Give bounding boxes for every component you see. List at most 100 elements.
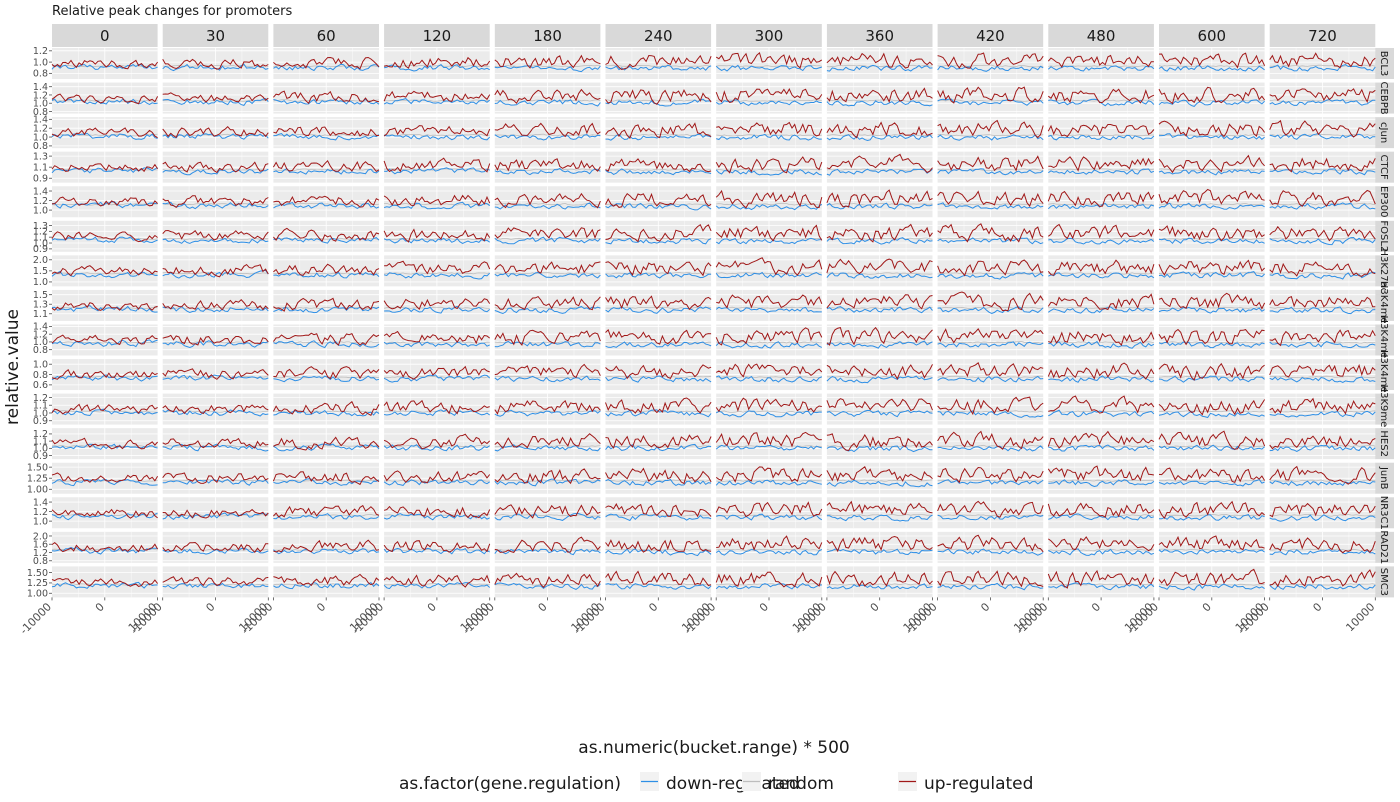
series-line-up-regulated — [494, 329, 601, 346]
series-line-up-regulated — [1269, 329, 1376, 347]
series-line-down-regulated — [383, 98, 491, 105]
panel-H3K27ac-60 — [273, 255, 380, 287]
series-line-down-regulated — [937, 272, 1044, 280]
panel-H3K4me1-420 — [937, 289, 1044, 321]
y-tick-label: 1.0 — [33, 277, 48, 288]
series-line-down-regulated — [715, 203, 823, 211]
y-tick-label: 1.1 — [33, 162, 48, 173]
series-line-up-regulated — [51, 437, 158, 450]
series-line-down-regulated — [162, 478, 269, 486]
strip-time-label: 0 — [100, 27, 110, 45]
panel-FOSL2-120 — [383, 220, 491, 252]
panel-H3K4me1-720 — [1269, 289, 1376, 321]
series-line-up-regulated — [715, 257, 823, 276]
series-line-up-regulated — [715, 156, 823, 174]
panel-JunB-600 — [1158, 462, 1266, 494]
series-line-down-regulated — [494, 478, 601, 487]
series-line-up-regulated — [716, 535, 823, 551]
series-line-random — [1048, 99, 1155, 102]
strip-mark-label: CTCF — [1378, 155, 1389, 180]
strip-mark-CEBPB — [1375, 82, 1394, 114]
series-line-down-regulated — [273, 581, 380, 590]
series-line-random — [605, 99, 712, 102]
strip-time-360 — [826, 24, 933, 47]
series-line-up-regulated — [51, 472, 159, 483]
panel-NR3C1-480 — [1047, 497, 1155, 529]
panel-BCL3-60 — [273, 48, 380, 79]
series-line-down-regulated — [273, 168, 380, 175]
series-line-down-regulated — [162, 340, 269, 349]
panel-HES2-360 — [826, 428, 933, 460]
series-line-down-regulated — [1047, 65, 1155, 72]
panel-CTCF-600 — [1158, 151, 1265, 183]
series-line-random — [605, 271, 712, 275]
y-tick-label: 1.1 — [33, 309, 48, 320]
series-line-up-regulated — [715, 87, 823, 104]
series-line-random — [1269, 583, 1376, 586]
series-line-up-regulated — [826, 258, 933, 275]
strip-time-480 — [1048, 24, 1154, 47]
series-line-down-regulated — [1158, 583, 1265, 591]
legend: as.factor(gene.regulation) down-regulated… — [399, 772, 1033, 794]
panel-H3K27ac-360 — [826, 255, 933, 287]
panel-NR3C1-600 — [1158, 497, 1265, 529]
series-line-down-regulated — [605, 583, 712, 590]
series-line-random — [1048, 548, 1154, 552]
series-line-up-regulated — [937, 328, 1044, 344]
series-line-up-regulated — [937, 155, 1044, 172]
series-line-down-regulated — [383, 201, 491, 210]
series-line-up-regulated — [273, 227, 380, 242]
panel-cJun-480 — [1047, 117, 1155, 149]
y-tick-label: 0.8 — [33, 556, 48, 567]
series-line-up-regulated — [1048, 395, 1155, 414]
series-line-up-regulated — [272, 471, 380, 486]
panel-CTCF-0 — [51, 151, 159, 183]
series-line-random — [826, 202, 933, 206]
series-line-up-regulated — [1047, 430, 1155, 449]
series-line-random — [826, 479, 933, 482]
series-line-up-regulated — [715, 571, 823, 588]
panel-H3K27ac-300 — [715, 255, 823, 287]
series-line-random — [1269, 479, 1376, 482]
series-line-up-regulated — [1158, 259, 1265, 276]
series-line-down-regulated — [1048, 168, 1155, 175]
series-line-down-regulated — [384, 167, 490, 175]
panel-H3K9me3-180 — [494, 393, 601, 425]
series-line-down-regulated — [51, 236, 158, 244]
panel-BCL3-600 — [1158, 48, 1266, 79]
series-line-up-regulated — [937, 396, 1044, 416]
series-line-up-regulated — [383, 228, 491, 243]
series-line-down-regulated — [715, 582, 822, 590]
series-line-random — [273, 479, 380, 482]
series-line-random — [716, 444, 822, 448]
strip-mark-label: H3K4me1 — [1378, 281, 1389, 330]
panel-BCL3-0 — [51, 48, 159, 79]
series-line-up-regulated — [605, 570, 712, 587]
strip-time-label: 120 — [423, 27, 452, 45]
series-line-up-regulated — [937, 86, 1044, 104]
strip-time-420 — [937, 24, 1044, 47]
series-line-up-regulated — [1048, 156, 1155, 172]
series-line-down-regulated — [826, 134, 933, 142]
series-line-down-regulated — [383, 272, 491, 280]
panel-H3K4me3-30 — [162, 359, 269, 391]
panel-H3K4me3-480 — [1047, 359, 1155, 391]
panel-H3K4me2-600 — [1158, 324, 1265, 356]
series-line-down-regulated — [1158, 202, 1265, 210]
y-tick-label: 1.25 — [27, 474, 48, 485]
series-line-random — [162, 99, 269, 102]
panel-SMC3-0 — [51, 566, 158, 598]
series-line-up-regulated — [1047, 190, 1155, 208]
series-line-down-regulated — [716, 513, 823, 521]
series-line-up-regulated — [1269, 261, 1376, 277]
panel-H3K4me3-360 — [826, 359, 933, 391]
panel-NR3C1-180 — [494, 497, 601, 529]
panel-EP300-180 — [494, 186, 601, 218]
series-line-down-regulated — [273, 306, 380, 314]
x-tick-label: 0 — [757, 600, 771, 614]
panel-H3K9me3-360 — [826, 393, 933, 425]
series-line-down-regulated — [937, 202, 1044, 210]
panel-H3K4me2-300 — [715, 324, 823, 356]
series-line-down-regulated — [937, 168, 1044, 176]
series-line-down-regulated — [162, 374, 269, 381]
